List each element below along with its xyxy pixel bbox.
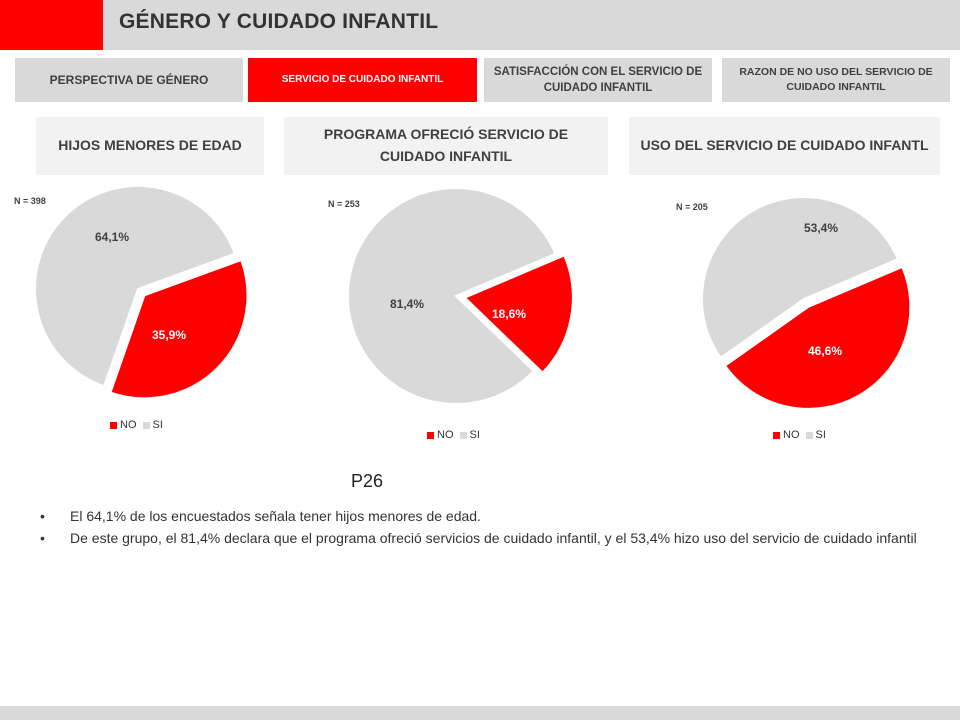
tab-perspectiva-genero[interactable]: PERSPECTIVA DE GÉNERO	[15, 58, 243, 102]
tab-satisfaccion-servicio[interactable]: SATISFACCIÓN CON EL SERVICIO DE CUIDADO …	[484, 58, 712, 102]
slice-label-si: 81,4%	[390, 297, 425, 311]
pie-chart-hijos: N = 398 35,9% 64,1% NO SI	[14, 185, 264, 455]
pie-svg	[347, 187, 574, 405]
legend-item-no: NO	[427, 429, 454, 441]
bullet-text: De este grupo, el 81,4% declara que el p…	[70, 530, 917, 546]
bullet-dot: •	[40, 508, 45, 524]
bullet-dot: •	[40, 530, 45, 546]
bullet-item: • El 64,1% de los encuestados señala ten…	[40, 506, 920, 527]
pie-slice-no	[109, 258, 249, 400]
pie-svg	[34, 185, 249, 400]
n-label: N = 253	[328, 199, 360, 209]
bullet-list: • El 64,1% de los encuestados señala ten…	[40, 506, 920, 550]
pie-chart-uso: N = 205 46,6% 53,4% NO SI	[676, 185, 926, 455]
slice-label-no: 18,6%	[492, 307, 527, 321]
header-bar: GÉNERO Y CUIDADO INFANTIL	[0, 0, 960, 50]
pie-slice-si	[701, 196, 900, 360]
slice-label-si: 53,4%	[804, 221, 839, 235]
legend: NO SI	[773, 429, 832, 441]
legend-item-si: SI	[805, 429, 826, 441]
pie-slice-no	[723, 265, 912, 410]
tab-servicio-cuidado-infantil[interactable]: SERVICIO DE CUIDADO INFANTIL	[248, 58, 477, 102]
pie-chart-programa: N = 253 18,6% 81,4% NO SI	[328, 185, 578, 455]
pie-slice-si	[34, 185, 237, 388]
question-code: P26	[351, 471, 384, 491]
slice-label-no: 35,9%	[152, 328, 187, 342]
legend: NO SI	[427, 429, 486, 441]
bullet-item: • De este grupo, el 81,4% declara que el…	[40, 528, 920, 549]
slice-label-si: 64,1%	[95, 230, 130, 244]
legend-item-no: NO	[110, 419, 137, 431]
bullet-text: El 64,1% de los encuestados señala tener…	[70, 508, 481, 524]
legend-item-si: SI	[142, 419, 163, 431]
legend-item-no: NO	[773, 429, 800, 441]
pie-svg	[701, 196, 912, 410]
legend-item-si: SI	[459, 429, 480, 441]
header-accent	[0, 0, 103, 50]
n-label: N = 398	[14, 196, 46, 206]
pie-slice-si	[347, 187, 557, 405]
page-title: GÉNERO Y CUIDADO INFANTIL	[119, 10, 439, 33]
tab-razon-no-uso[interactable]: RAZON DE NO USO DEL SERVICIO DE CUIDADO …	[722, 58, 950, 102]
n-label: N = 205	[676, 202, 708, 212]
section-hijos-menores: HIJOS MENORES DE EDAD	[36, 117, 264, 175]
section-uso-servicio: USO DEL SERVICIO DE CUIDADO INFANTL	[629, 117, 940, 175]
pie-slice-no	[463, 254, 574, 375]
slice-label-no: 46,6%	[808, 344, 843, 358]
section-programa-ofrecio: PROGRAMA OFRECIÓ SERVICIO DE CUIDADO INF…	[284, 117, 608, 175]
legend: NO SI	[110, 419, 169, 431]
footer-bar	[0, 706, 960, 720]
